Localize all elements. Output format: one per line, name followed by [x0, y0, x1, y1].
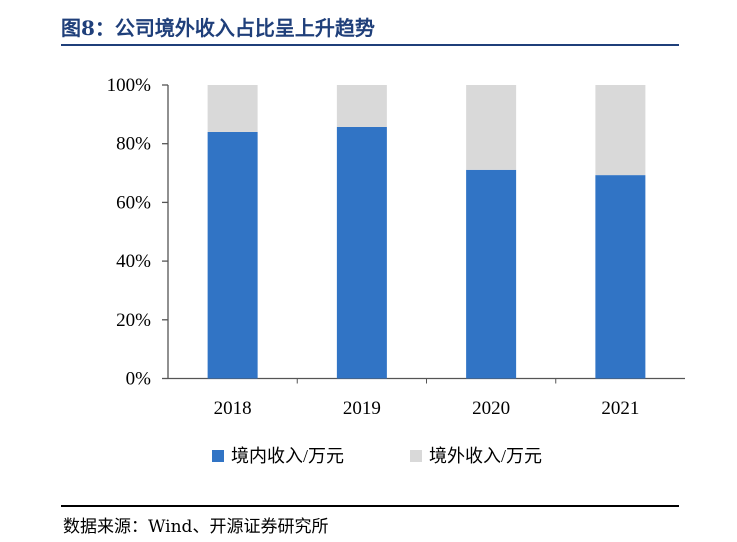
y-tick-label: 100%	[107, 75, 152, 96]
bar-2020-domestic	[466, 169, 517, 379]
bar-2021-overseas	[595, 85, 646, 176]
y-tick-label: 60%	[116, 192, 151, 213]
bar-2018-overseas	[207, 85, 258, 132]
legend-swatch-1	[410, 450, 422, 462]
x-tick-label: 2018	[214, 398, 252, 419]
stacked-bar-chart: 0% 20% 40% 60% 80% 100% 2018 2019 2020 2021 境内收入/万…	[107, 75, 685, 466]
legend-label-1: 境外收入/万元	[429, 446, 542, 466]
x-tick-label: 2020	[472, 398, 510, 419]
title-rule	[61, 44, 679, 46]
x-tick-label: 2021	[601, 398, 639, 419]
bar-2019-overseas	[336, 85, 387, 127]
y-tick-label: 0%	[126, 369, 152, 390]
bar-2020-overseas	[466, 85, 517, 170]
bar-2018-domestic	[207, 131, 258, 379]
y-tick-label: 20%	[116, 310, 151, 331]
bar-2019-domestic	[336, 126, 387, 379]
x-tick-label: 2019	[343, 398, 381, 419]
source-note: 数据来源：Wind、开源证券研究所	[63, 517, 329, 537]
y-tick-label: 80%	[116, 134, 151, 155]
bar-2021-domestic	[595, 175, 646, 379]
source-rule	[61, 505, 679, 507]
legend-label-0: 境内收入/万元	[231, 446, 344, 466]
legend-swatch-0	[212, 450, 224, 462]
y-tick-label: 40%	[116, 251, 151, 272]
figure-title: 图8：公司境外收入占比呈上升趋势	[61, 16, 375, 40]
